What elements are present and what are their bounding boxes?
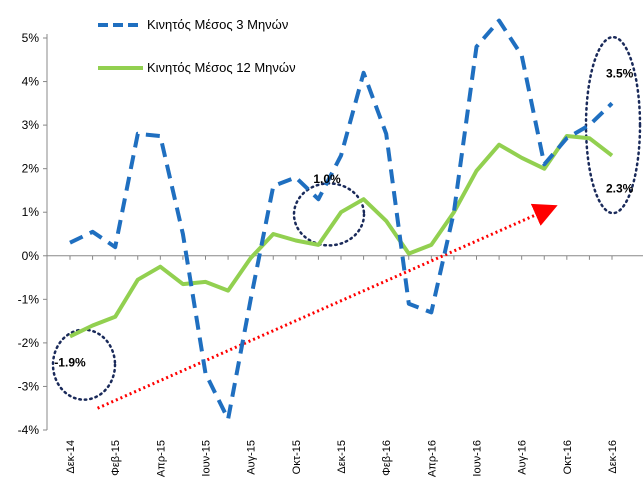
- series-line-3m: [69, 18, 614, 422]
- y-tick-label: -4%: [18, 423, 40, 437]
- x-tick-label: Αυγ-15: [246, 440, 258, 475]
- axes: [46, 34, 643, 430]
- x-tick-label: Δεκ-15: [336, 440, 348, 474]
- legend-label-3m: Κινητός Μέσος 3 Μηνών: [147, 17, 288, 32]
- series-lines: [69, 18, 614, 422]
- y-tick-label: -1%: [18, 292, 40, 306]
- data-label: 1.0%: [313, 172, 341, 186]
- x-tick-label: Απρ-15: [155, 440, 167, 477]
- x-axis-ticks: Δεκ-14 Φεβ-15 Απρ-15 Ιουν-15 Αυγ-15 Οκτ-15 Δεκ…: [65, 255, 619, 477]
- annotation-labels: -1.9% 1.0% 3.5% 2.3%: [54, 66, 633, 369]
- x-tick-label: Ιουν-16: [472, 440, 484, 477]
- y-tick-label: 0%: [22, 249, 40, 263]
- y-axis-ticks: 5% 4% 3% 2% 1% 0% -1% -2% -3% -4%: [18, 31, 47, 437]
- x-tick-label: Οκτ-15: [291, 440, 303, 474]
- y-tick-label: 3%: [22, 118, 40, 132]
- x-tick-label: Φεβ-15: [110, 440, 122, 476]
- x-tick-label: Ιουν-15: [201, 440, 213, 477]
- annotation-shapes: [51, 35, 642, 410]
- y-tick-label: -2%: [18, 336, 40, 350]
- highlight-ellipse-middle: [292, 182, 366, 247]
- data-label: 2.3%: [606, 182, 634, 196]
- legend: Κινητός Μέσος 3 Μηνών Κινητός Μέσος 12 Μη…: [98, 17, 296, 75]
- legend-label-12m: Κινητός Μέσος 12 Μηνών: [147, 60, 296, 75]
- y-tick-label: -3%: [18, 379, 40, 393]
- x-tick-label: Δεκ-16: [607, 440, 619, 474]
- y-tick-label: 4%: [22, 75, 40, 89]
- x-tick-label: Δεκ-14: [65, 440, 77, 474]
- x-tick-label: Απρ-16: [426, 440, 438, 477]
- y-tick-label: 5%: [22, 31, 40, 45]
- data-label: 3.5%: [606, 66, 634, 80]
- x-tick-label: Αυγ-16: [517, 440, 529, 475]
- x-tick-label: Φεβ-16: [381, 440, 393, 476]
- series-line-12m: [69, 134, 614, 339]
- highlight-ellipse-end: [584, 35, 642, 215]
- y-tick-label: 2%: [22, 162, 40, 176]
- y-tick-label: 1%: [22, 205, 40, 219]
- trend-arrow: [96, 203, 558, 410]
- data-label: -1.9%: [54, 355, 86, 369]
- x-tick-label: Οκτ-16: [562, 440, 574, 474]
